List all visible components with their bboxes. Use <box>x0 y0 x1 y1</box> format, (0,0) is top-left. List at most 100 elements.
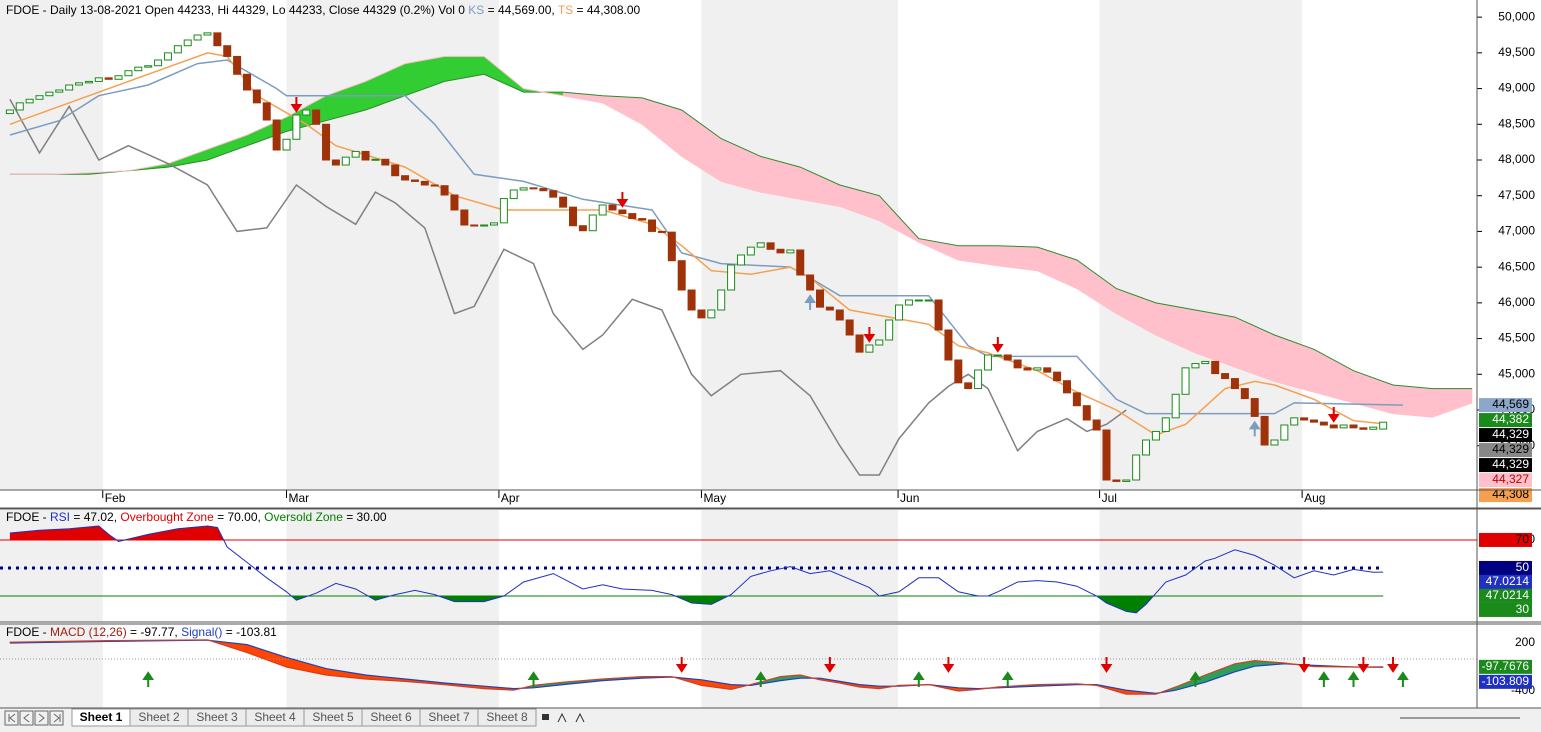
candle-body <box>865 344 874 353</box>
sheet-tab-label: Sheet 6 <box>370 710 412 724</box>
candle-body <box>124 70 133 77</box>
title-part: = -103.81 <box>222 625 277 639</box>
sheet-tab-label: Sheet 5 <box>312 710 354 724</box>
candle-body <box>529 187 538 190</box>
value-tag <box>1479 413 1532 428</box>
buy-arrow <box>1248 420 1261 437</box>
month-band <box>701 510 899 622</box>
candle-body <box>391 164 400 177</box>
title-part: = 70.00, <box>214 510 264 524</box>
candle-body <box>539 188 548 192</box>
sell-arrow <box>991 337 1004 353</box>
nav-first[interactable] <box>4 710 19 726</box>
sell-arrow <box>1100 657 1113 673</box>
buy-arrow <box>142 671 155 688</box>
candle-body <box>835 309 844 321</box>
candle-body <box>312 109 321 125</box>
candle-body <box>1033 367 1042 371</box>
value-tag-label: 44,329 <box>1492 457 1529 471</box>
candle-body <box>1003 354 1012 361</box>
indicator-line <box>9 59 1403 415</box>
cloud-span-b <box>9 73 1473 390</box>
value-tag-label: 44,308 <box>1492 487 1529 501</box>
nav-last[interactable] <box>49 710 64 726</box>
lagging-line <box>9 98 1127 476</box>
candle-body <box>499 198 508 224</box>
candle-body <box>983 354 992 371</box>
candle-body <box>549 190 558 198</box>
y-tick-label: 47,000 <box>1498 224 1535 238</box>
buy-arrow <box>1318 671 1330 688</box>
buy-arrow <box>804 294 816 310</box>
value-tag-label: 44,329 <box>1492 442 1529 456</box>
y-tick-label: 47,500 <box>1498 188 1535 202</box>
candle-body <box>134 66 143 72</box>
candle-body <box>5 109 14 115</box>
candle-body <box>65 84 74 91</box>
value-tag <box>1479 458 1532 473</box>
candle-body <box>924 299 933 302</box>
candle-body <box>84 80 93 84</box>
month-band <box>701 625 899 708</box>
oversold-fill <box>291 595 1154 613</box>
sell-arrow <box>824 657 836 673</box>
candle-body <box>687 289 696 311</box>
candle-body <box>648 219 657 232</box>
sheet-tab[interactable] <box>477 708 537 727</box>
candle-body <box>875 339 884 346</box>
buy-arrow <box>1001 671 1014 688</box>
candle-body <box>1023 367 1032 371</box>
candle-body <box>203 32 212 36</box>
icon <box>23 713 30 723</box>
value-tag <box>1479 443 1532 458</box>
buy-arrow <box>754 671 767 688</box>
candle-body <box>75 82 84 86</box>
candle-body <box>1221 373 1230 380</box>
candle-body <box>776 248 785 254</box>
y-tick-label: 49,500 <box>1498 45 1535 59</box>
candle-body <box>717 289 726 311</box>
rsi-line <box>9 525 1384 614</box>
candle-body <box>756 242 765 248</box>
candle-body <box>1122 479 1131 482</box>
candle-body <box>489 222 498 226</box>
candle-body <box>736 254 745 266</box>
candle-body <box>1171 393 1180 419</box>
y-tick-label: 200 <box>1515 635 1535 649</box>
candle-body <box>45 91 54 97</box>
tool-icon <box>557 712 585 723</box>
candle-body <box>786 249 795 254</box>
value-tag <box>1479 398 1532 413</box>
candle-body <box>825 306 834 311</box>
candle-body <box>440 185 449 196</box>
candle-body <box>657 230 666 233</box>
y-tick-label: 48,500 <box>1498 116 1535 130</box>
nav-next[interactable] <box>34 710 49 726</box>
title-part: = -97.77, <box>127 625 181 639</box>
buy-arrow <box>912 671 925 688</box>
candle-body <box>154 59 163 67</box>
candle-body <box>727 264 736 291</box>
y-tick-label: 45,500 <box>1498 331 1535 345</box>
y-tick-label: 45,000 <box>1498 366 1535 380</box>
candle-body <box>183 39 192 47</box>
month-band <box>1099 0 1303 490</box>
title-part: = 30.00 <box>343 510 387 524</box>
candle-body <box>35 95 44 100</box>
value-tag <box>1479 473 1532 488</box>
icon <box>8 713 16 723</box>
candle-body <box>25 98 34 104</box>
value-tag <box>1479 532 1532 547</box>
candle-body <box>559 196 568 208</box>
candle-body <box>816 289 825 308</box>
panel-title: FDOE - Daily 13-08-2021 Open 44233, Hi 4… <box>6 3 641 17</box>
icon <box>53 713 61 723</box>
nav-prev[interactable] <box>19 710 34 726</box>
value-tag-label: 30 <box>1516 602 1530 616</box>
candle-body <box>322 123 331 161</box>
value-tag-label: 50 <box>1516 560 1530 574</box>
title-part: FDOE - <box>6 625 50 639</box>
value-tag-label: 44,382 <box>1492 412 1529 426</box>
value-tag-label: -97.7676 <box>1482 659 1530 673</box>
